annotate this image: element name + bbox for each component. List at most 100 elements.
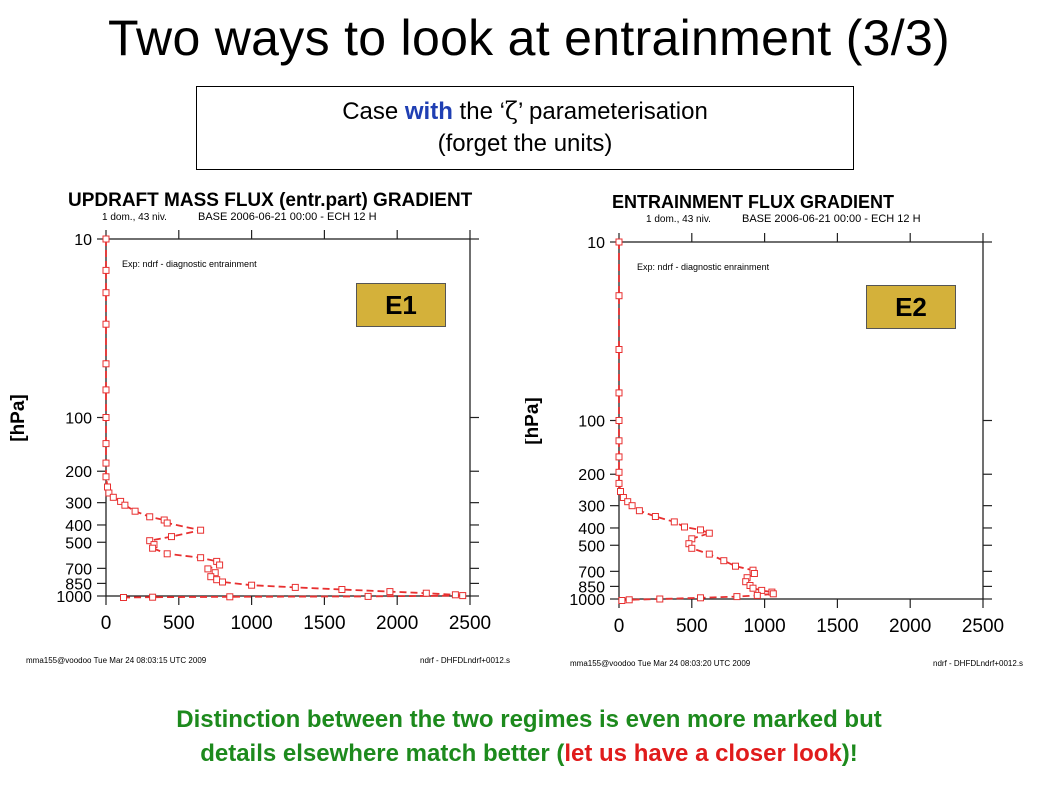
data-point-marker — [146, 513, 154, 521]
y-tick-label: 700 — [578, 564, 605, 581]
data-point-marker — [204, 565, 212, 573]
data-point-marker — [681, 523, 688, 531]
data-point-marker — [163, 519, 171, 527]
chart-subtitle-right: BASE 2006-06-21 00:00 - ECH 12 H — [742, 213, 921, 225]
data-point-marker — [104, 483, 111, 491]
data-point-marker — [197, 526, 205, 534]
data-point-marker — [769, 590, 777, 598]
chart-svg: UPDRAFT MASS FLUX (entr.part) GRADIENT1 … — [8, 190, 510, 665]
footer-right: ndrf - DHFDLndrf+0012.s — [933, 659, 1023, 668]
data-point-marker — [146, 537, 154, 545]
y-tick-label: 100 — [578, 414, 605, 431]
y-axis-label: [hPa] — [525, 397, 543, 445]
y-tick-label: 850 — [65, 576, 92, 593]
data-point-marker — [163, 550, 171, 558]
data-point-marker — [197, 554, 205, 562]
y-tick-label: 300 — [65, 496, 92, 513]
data-point-marker — [615, 417, 623, 424]
footer-left: mma155@voodoo Tue Mar 24 08:03:15 UTC 20… — [26, 656, 207, 665]
y-tick-label: 1000 — [569, 592, 605, 609]
data-point-marker — [615, 238, 623, 246]
y-tick-label: 1000 — [56, 589, 92, 606]
y-tick-label: 500 — [578, 538, 605, 555]
data-point-marker — [386, 588, 394, 596]
data-point-marker — [109, 493, 117, 501]
data-point-marker — [102, 459, 110, 467]
data-point-marker — [451, 591, 459, 599]
data-point-marker — [338, 586, 346, 593]
data-point-marker — [207, 573, 215, 581]
data-point-marker — [102, 414, 110, 421]
chart-title: UPDRAFT MASS FLUX (entr.part) GRADIENT — [68, 190, 473, 211]
x-tick-label: 1000 — [230, 613, 272, 634]
data-point-marker — [615, 389, 623, 397]
data-point-marker — [619, 494, 627, 501]
x-tick-label: 500 — [676, 616, 708, 637]
data-point-marker — [720, 557, 728, 565]
y-tick-label: 10 — [587, 235, 605, 252]
badge-e1: E1 — [356, 283, 446, 327]
y-tick-label: 100 — [65, 411, 92, 428]
x-tick-label: 2000 — [889, 616, 931, 637]
x-tick-label: 2000 — [376, 613, 418, 634]
data-point-marker — [213, 576, 221, 584]
data-point-marker — [105, 489, 113, 497]
data-point-marker — [131, 507, 139, 515]
data-point-marker — [226, 593, 234, 601]
data-point-marker — [656, 595, 664, 603]
data-point-marker — [732, 562, 739, 570]
case-text-highlight: with — [404, 98, 453, 125]
x-tick-label: 0 — [101, 613, 112, 634]
x-tick-label: 500 — [163, 613, 195, 634]
data-point-marker — [705, 550, 713, 558]
data-point-marker — [102, 266, 110, 274]
data-point-marker — [742, 578, 750, 586]
data-point-marker — [651, 513, 659, 520]
data-point-marker — [615, 346, 623, 353]
data-point-marker — [364, 592, 372, 600]
series-line — [618, 242, 776, 602]
data-point-marker — [168, 533, 175, 541]
data-point-marker — [670, 518, 678, 526]
y-axis-label: [hPa] — [8, 394, 29, 442]
data-point-marker — [615, 479, 623, 487]
data-point-marker — [635, 507, 643, 515]
case-text-pre: Case — [342, 98, 405, 125]
data-point-marker — [625, 596, 633, 604]
y-tick-label: 850 — [578, 579, 605, 596]
data-point-marker — [216, 561, 224, 569]
chart-subtitle-right: BASE 2006-06-21 00:00 - ECH 12 H — [198, 211, 377, 223]
data-point-marker — [102, 289, 110, 297]
footer-left: mma155@voodoo Tue Mar 24 08:03:20 UTC 20… — [570, 659, 751, 668]
data-point-marker — [733, 593, 741, 601]
conclusion-line1: Distinction between the two regimes is e… — [176, 706, 882, 733]
conclusion-text: Distinction between the two regimes is e… — [0, 703, 1058, 771]
entrainment-flux-chart: ENTRAINMENT FLUX GRADIENT 1 dom., 43 niv.… — [525, 178, 1058, 678]
data-point-marker — [117, 497, 125, 505]
data-point-marker — [749, 584, 757, 592]
legend-text: Exp: ndrf - diagnostic entrainment — [122, 259, 257, 269]
conclusion-text-post: )! — [841, 740, 858, 767]
x-tick-label: 1500 — [303, 613, 345, 634]
data-point-marker — [102, 386, 110, 394]
data-point-marker — [149, 544, 157, 552]
data-point-marker — [705, 529, 713, 537]
data-point-marker — [149, 593, 157, 601]
data-point-marker — [753, 591, 761, 599]
data-point-marker — [628, 502, 636, 510]
data-point-marker — [615, 437, 623, 445]
data-point-marker — [102, 235, 110, 243]
data-point-marker — [102, 473, 110, 481]
footer-right: ndrf - DHFDLndrf+0012.s — [420, 656, 510, 665]
case-description-line2: (forget the units) — [437, 130, 613, 157]
data-point-marker — [121, 501, 129, 509]
x-tick-label: 2500 — [449, 613, 491, 634]
y-tick-label: 400 — [578, 521, 605, 538]
conclusion-text-pre: details elsewhere match better ( — [200, 740, 565, 767]
conclusion-line2: details elsewhere match better (let us h… — [0, 737, 1058, 771]
data-point-marker — [624, 498, 632, 506]
badge-e2: E2 — [866, 285, 956, 329]
data-point-marker — [697, 594, 704, 602]
slide-title: Two ways to look at entrainment (3/3) — [107, 10, 951, 66]
case-description-box: Case with the ‘ζ’ parameterisation (forg… — [196, 86, 854, 170]
